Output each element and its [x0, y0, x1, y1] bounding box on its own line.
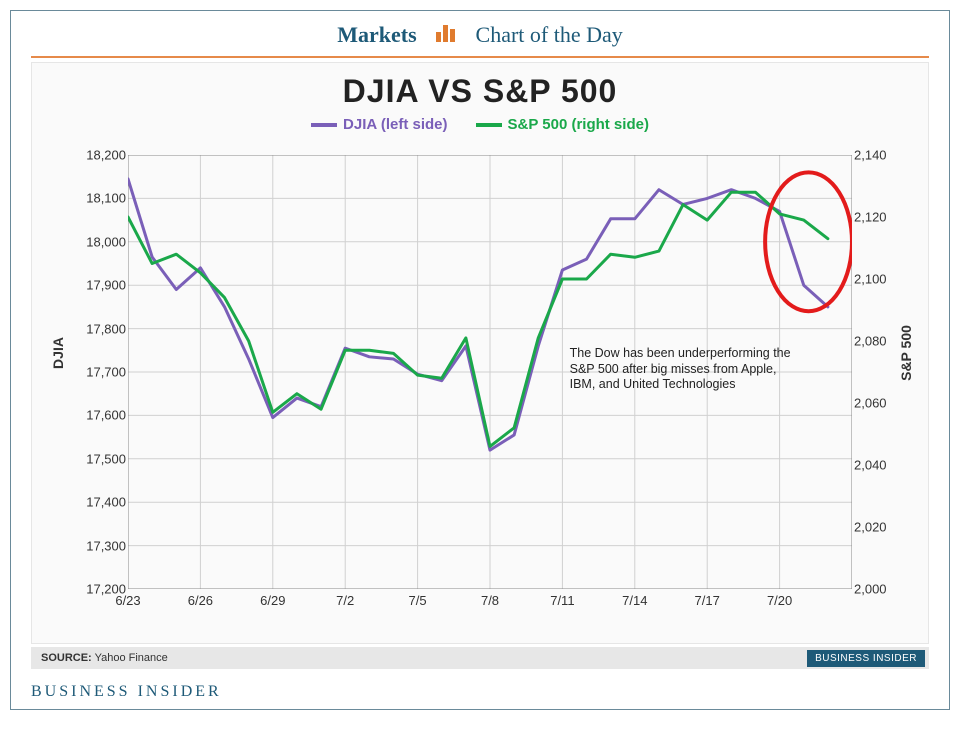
header-cotd-label: Chart of the Day: [476, 22, 623, 47]
y-right-tick: 2,100: [854, 272, 914, 287]
legend-item: DJIA (left side): [311, 116, 447, 133]
y-left-tick-labels: 17,20017,30017,40017,50017,60017,70017,8…: [66, 155, 126, 589]
chart-header-icon: [433, 19, 459, 50]
legend-label: DJIA (left side): [343, 116, 447, 133]
x-tick: 7/17: [695, 593, 720, 608]
y-left-tick: 17,500: [66, 451, 126, 466]
x-tick: 7/5: [409, 593, 427, 608]
y-left-tick: 17,600: [66, 408, 126, 423]
source-bar: SOURCE: Yahoo Finance BUSINESS INSIDER: [31, 647, 929, 669]
chart-frame: Markets Chart of the Day DJIA VS S&P 500…: [10, 10, 950, 710]
business-insider-badge: BUSINESS INSIDER: [807, 650, 925, 667]
highlight-ellipse: [765, 172, 852, 311]
legend-swatch: [311, 123, 337, 127]
y-left-tick: 18,000: [66, 234, 126, 249]
y-left-tick: 18,100: [66, 191, 126, 206]
source-value: Yahoo Finance: [95, 652, 168, 664]
y-left-tick: 17,900: [66, 278, 126, 293]
y-right-tick: 2,120: [854, 210, 914, 225]
y-right-tick: 2,000: [854, 582, 914, 597]
y-left-tick: 17,700: [66, 365, 126, 380]
header-markets-label: Markets: [337, 22, 416, 47]
y-right-tick: 2,080: [854, 334, 914, 349]
y-left-tick: 18,200: [66, 148, 126, 163]
x-tick: 6/29: [260, 593, 285, 608]
x-tick: 7/20: [767, 593, 792, 608]
source-label: SOURCE:: [41, 652, 92, 664]
chart-card: DJIA VS S&P 500 DJIA (left side) S&P 500 …: [31, 62, 929, 644]
x-tick: 7/8: [481, 593, 499, 608]
business-insider-footer: BUSINESS INSIDER: [31, 683, 222, 701]
y-left-axis-title: DJIA: [50, 337, 66, 369]
chart-title: DJIA VS S&P 500: [32, 63, 928, 110]
y-right-tick: 2,020: [854, 520, 914, 535]
x-tick: 7/14: [622, 593, 647, 608]
y-left-tick: 17,400: [66, 495, 126, 510]
y-right-tick: 2,060: [854, 396, 914, 411]
legend-item: S&P 500 (right side): [476, 116, 649, 133]
chart-annotation: The Dow has been underperforming the S&P…: [570, 346, 800, 393]
legend-label: S&P 500 (right side): [508, 116, 649, 133]
y-right-tick: 2,040: [854, 458, 914, 473]
x-tick-labels: 6/236/266/297/27/57/87/117/147/177/20: [128, 593, 852, 611]
y-right-tick-labels: 2,0002,0202,0402,0602,0802,1002,1202,140: [854, 155, 914, 589]
x-tick: 6/26: [188, 593, 213, 608]
header: Markets Chart of the Day: [11, 11, 949, 56]
y-right-tick: 2,140: [854, 148, 914, 163]
y-left-tick: 17,300: [66, 538, 126, 553]
legend-swatch: [476, 123, 502, 127]
y-left-tick: 17,800: [66, 321, 126, 336]
chart-legend: DJIA (left side) S&P 500 (right side): [32, 116, 928, 133]
x-tick: 7/2: [336, 593, 354, 608]
x-tick: 6/23: [115, 593, 140, 608]
x-tick: 7/11: [550, 593, 574, 608]
header-rule: [31, 56, 929, 58]
